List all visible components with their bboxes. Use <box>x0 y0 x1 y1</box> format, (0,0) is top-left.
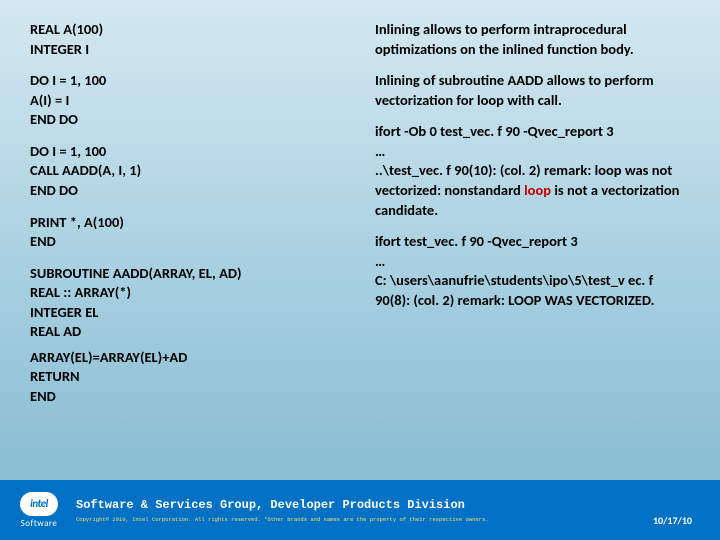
software-label: Software <box>21 518 58 529</box>
footer-bar: intel Software Software & Services Group… <box>0 480 720 540</box>
intel-chip-icon: intel <box>20 492 58 516</box>
intel-logo: intel Software <box>20 492 58 529</box>
p4-line2: … <box>375 252 385 270</box>
right-column: Inlining allows to perform intraprocedur… <box>375 20 690 440</box>
footer-title: Software & Services Group, Developer Pro… <box>76 498 653 512</box>
para-2: Inlining of subroutine AADD allows to pe… <box>375 71 690 110</box>
para-4: ifort test_vec. f 90 -Qvec_report 3 …C: \… <box>375 232 690 310</box>
p3-red: loop <box>524 181 551 199</box>
para-3: ifort -Ob 0 test_vec. f 90 -Qvec_report … <box>375 122 690 220</box>
code-block-5: SUBROUTINE AADD(ARRAY, EL, AD) REAL :: A… <box>30 264 345 342</box>
code-block-6: ARRAY(EL)=ARRAY(EL)+AD RETURN END <box>30 348 345 407</box>
footer-copyright: Copyright© 2010, Intel Corporation. All … <box>76 516 653 523</box>
left-column: REAL A(100) INTEGER I DO I = 1, 100 A(I)… <box>30 20 345 440</box>
p4-line1: ifort test_vec. f 90 -Qvec_report 3 <box>375 232 578 250</box>
code-block-4: PRINT *, A(100) END <box>30 213 345 252</box>
code-block-3: DO I = 1, 100 CALL AADD(A, I, 1) END DO <box>30 142 345 201</box>
code-block-2: DO I = 1, 100 A(I) = I END DO <box>30 71 345 130</box>
footer-date: 10/17/10 <box>653 494 700 527</box>
p4-line3: C: \users\aanufrie\students\ipo\5\test_v… <box>375 271 655 309</box>
code-block-1: REAL A(100) INTEGER I <box>30 20 345 59</box>
footer-text: Software & Services Group, Developer Pro… <box>76 498 653 523</box>
p3-line1: ifort -Ob 0 test_vec. f 90 -Qvec_report … <box>375 122 614 140</box>
para-1: Inlining allows to perform intraprocedur… <box>375 20 690 59</box>
p3-line2: … <box>375 142 385 160</box>
slide-content: REAL A(100) INTEGER I DO I = 1, 100 A(I)… <box>0 0 720 440</box>
